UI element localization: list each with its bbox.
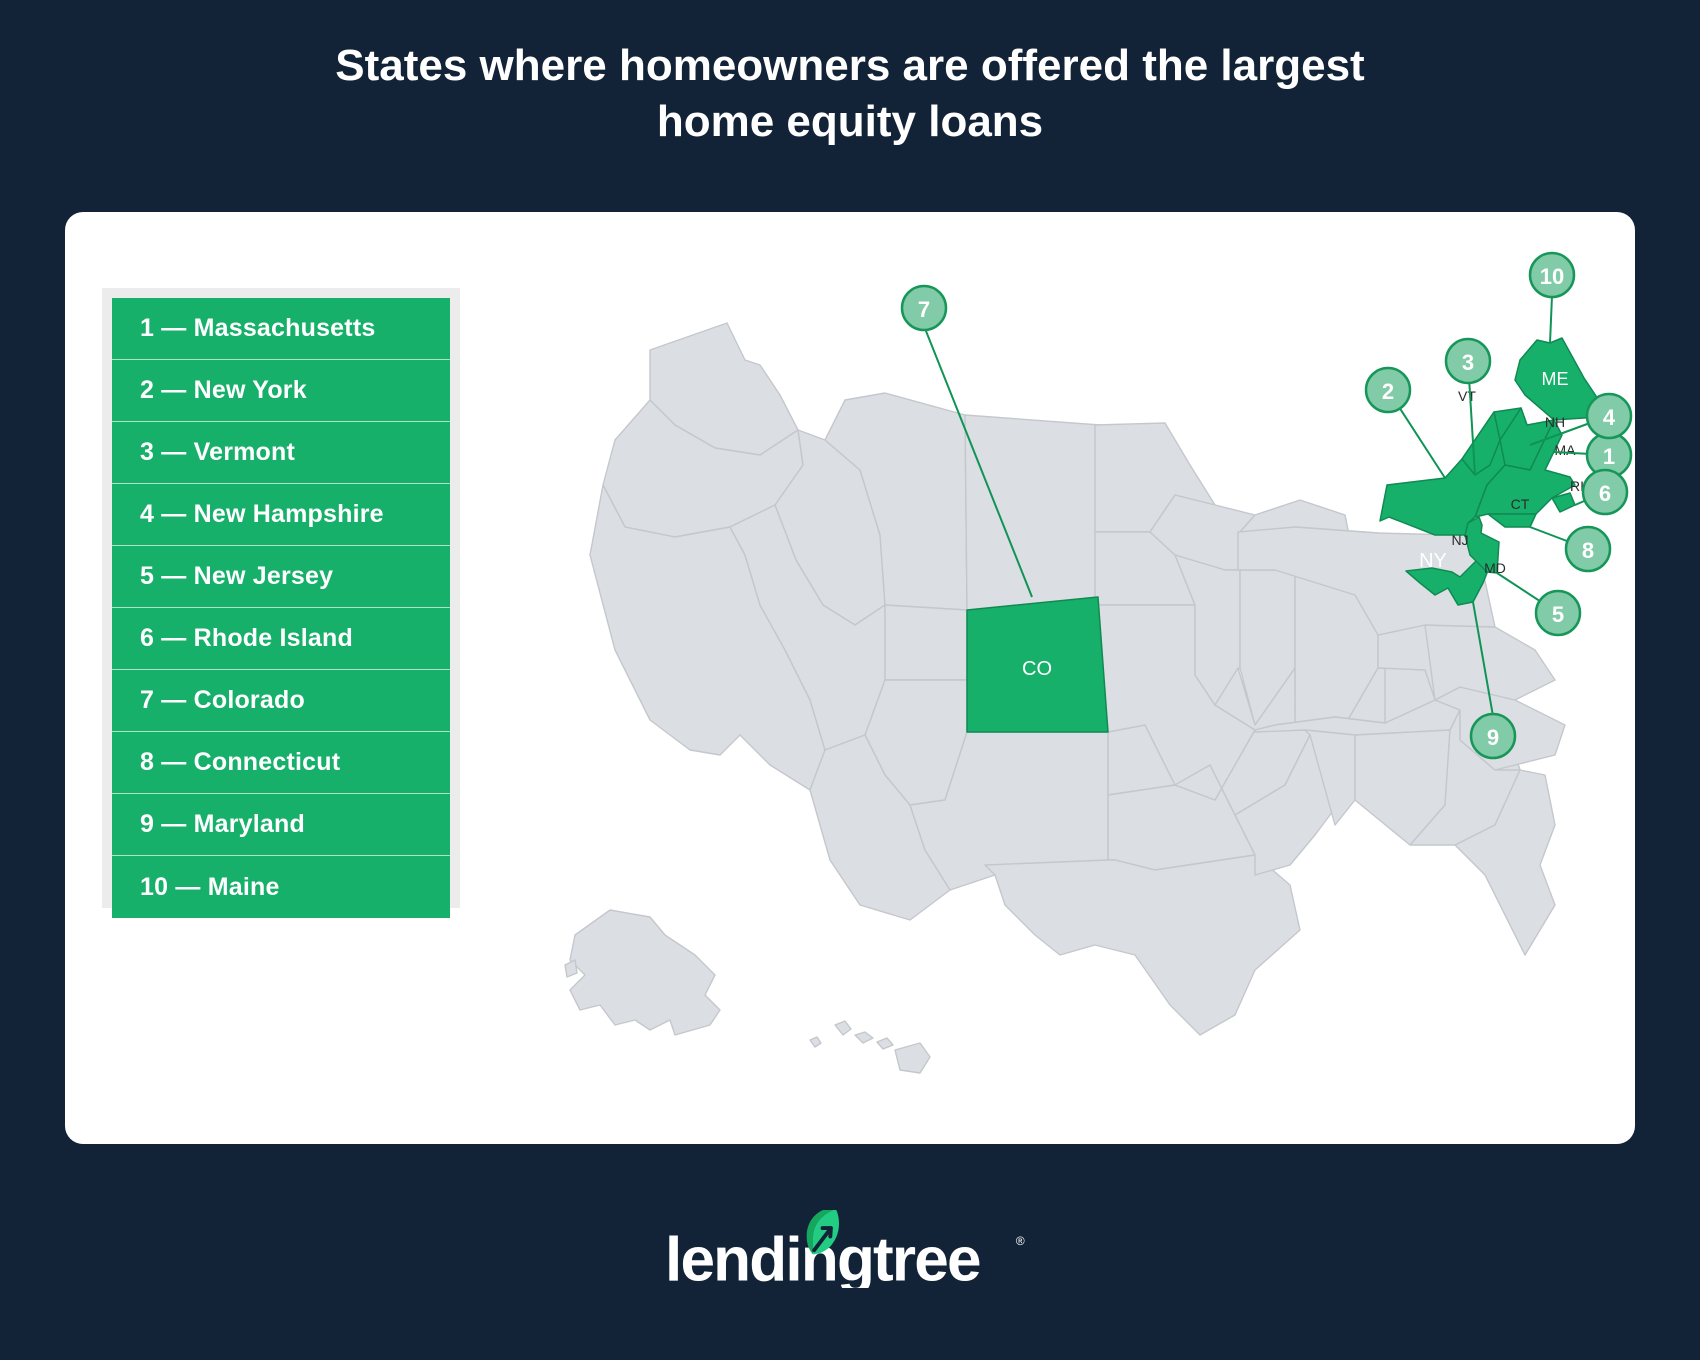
svg-text:MA: MA [1555, 442, 1577, 458]
svg-text:NH: NH [1545, 414, 1565, 430]
svg-text:VT: VT [1458, 388, 1476, 404]
svg-text:ME: ME [1542, 369, 1569, 389]
svg-text:RI: RI [1570, 478, 1584, 494]
svg-text:CT: CT [1511, 496, 1530, 512]
svg-text:NY: NY [1419, 550, 1447, 572]
svg-text:®: ® [1016, 1234, 1025, 1248]
svg-text:NJ: NJ [1451, 532, 1468, 548]
svg-text:MD: MD [1484, 560, 1506, 576]
svg-text:CO: CO [1022, 658, 1052, 680]
